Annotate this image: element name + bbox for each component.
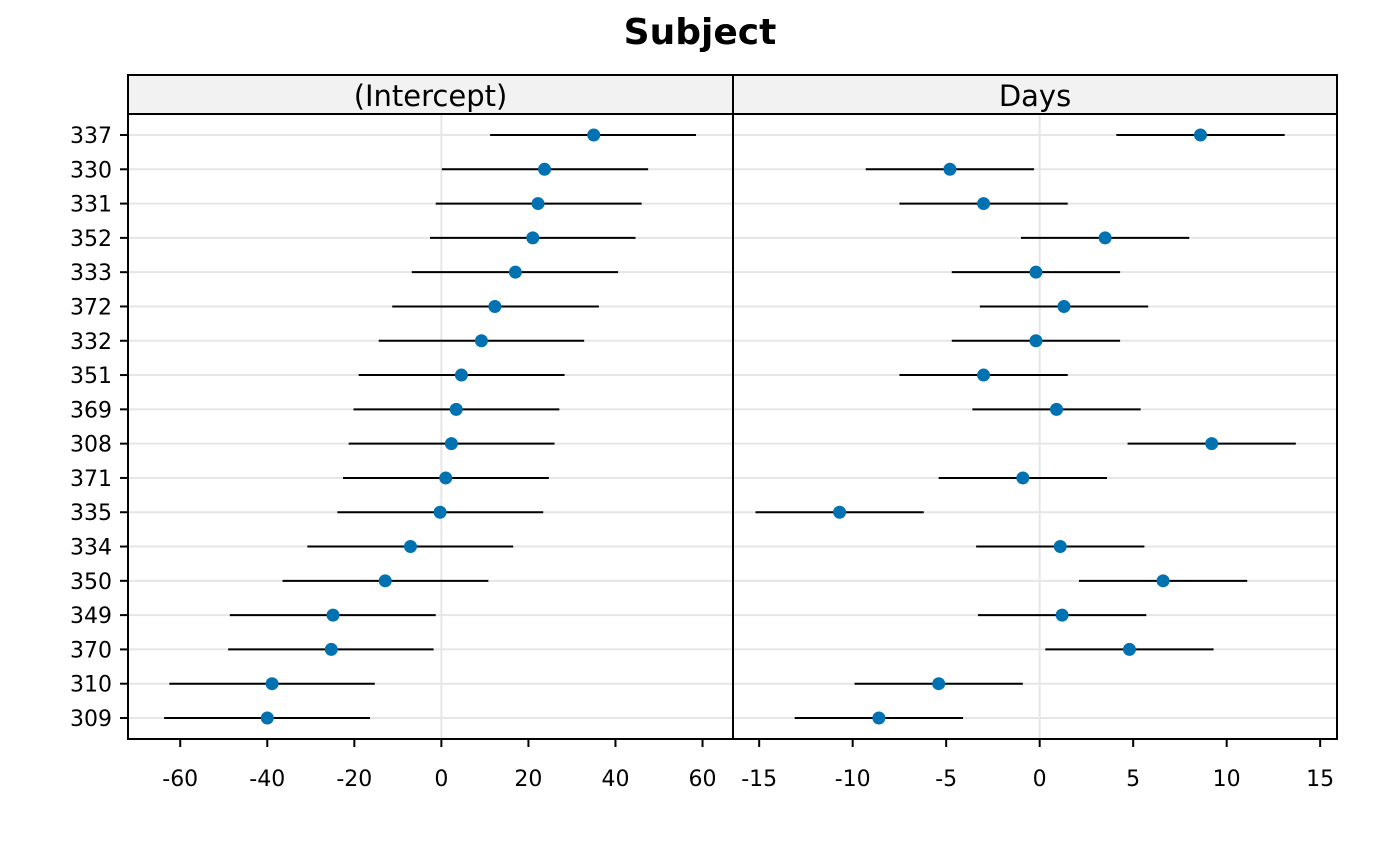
data-point xyxy=(531,197,545,211)
x-tick-label: -10 xyxy=(835,767,871,792)
data-point xyxy=(403,540,417,554)
y-tick-label: 370 xyxy=(70,638,112,663)
data-point xyxy=(1098,231,1112,245)
data-point xyxy=(1193,128,1207,142)
chart-title: Subject xyxy=(624,12,777,53)
data-point xyxy=(260,711,274,725)
data-point xyxy=(449,402,463,416)
data-point xyxy=(474,334,488,348)
x-tick-label: 0 xyxy=(434,767,448,792)
data-point xyxy=(1029,334,1043,348)
x-tick-label: 0 xyxy=(1033,767,1047,792)
y-tick-label: 308 xyxy=(70,433,112,458)
y-tick-label: 371 xyxy=(70,467,112,492)
data-point xyxy=(587,128,601,142)
x-tick-label: 60 xyxy=(689,767,717,792)
panel-border xyxy=(732,74,1338,740)
data-point xyxy=(439,471,453,485)
y-tick-label: 351 xyxy=(70,364,112,389)
panel-0: (Intercept) -60 -40 -20 0 20 40 60 xyxy=(127,74,734,792)
data-point xyxy=(454,368,468,382)
data-point xyxy=(977,368,991,382)
data-point xyxy=(1122,642,1136,656)
y-tick-label: 333 xyxy=(70,261,112,286)
x-tick-label: 40 xyxy=(601,767,629,792)
y-tick-label: 369 xyxy=(70,398,112,423)
y-tick-label: 330 xyxy=(70,158,112,183)
data-point xyxy=(1055,608,1069,622)
y-tick-label: 309 xyxy=(70,707,112,732)
data-point xyxy=(526,231,540,245)
data-point xyxy=(977,197,991,211)
data-point xyxy=(433,505,447,519)
data-point xyxy=(265,677,279,691)
y-tick-label: 332 xyxy=(70,330,112,355)
y-tick-label: 335 xyxy=(70,501,112,526)
data-point xyxy=(538,162,552,176)
data-point xyxy=(444,437,458,451)
x-tick-label: 5 xyxy=(1126,767,1140,792)
data-point xyxy=(326,608,340,622)
panel-1: Days -15 -10 -5 0 5 10 15 xyxy=(732,74,1338,792)
x-tick-label: -5 xyxy=(935,767,957,792)
y-tick-label: 337 xyxy=(70,124,112,149)
y-tick-label: 310 xyxy=(70,673,112,698)
y-tick-label: 372 xyxy=(70,295,112,320)
x-tick-label: 20 xyxy=(514,767,542,792)
data-point xyxy=(833,505,847,519)
panel-border xyxy=(127,74,734,740)
strip-label: Days xyxy=(999,79,1071,113)
x-tick-label: -40 xyxy=(249,767,285,792)
y-tick-label: 352 xyxy=(70,227,112,252)
data-point xyxy=(1156,574,1170,588)
x-tick-label: -20 xyxy=(336,767,372,792)
data-point xyxy=(872,711,886,725)
x-tick-label: 15 xyxy=(1306,767,1334,792)
data-point xyxy=(1029,265,1043,279)
x-tick-label: -15 xyxy=(741,767,777,792)
data-point xyxy=(1205,437,1219,451)
data-point xyxy=(378,574,392,588)
panels: (Intercept) -60 -40 -20 0 20 40 60 Days -15 -10 -5 0… xyxy=(70,74,1338,792)
data-point xyxy=(1016,471,1030,485)
data-point xyxy=(943,162,957,176)
y-tick-label: 350 xyxy=(70,570,112,595)
y-tick-label: 349 xyxy=(70,604,112,629)
strip-label: (Intercept) xyxy=(354,79,508,113)
x-tick-label: -60 xyxy=(162,767,198,792)
y-axis: 337 330 331 352 333 372 332 351 369 308 371 335 334 3… xyxy=(70,124,128,732)
data-point xyxy=(932,677,946,691)
data-point xyxy=(1053,540,1067,554)
x-tick-label: 10 xyxy=(1213,767,1241,792)
y-tick-label: 334 xyxy=(70,536,112,561)
data-point xyxy=(508,265,522,279)
data-point xyxy=(1050,402,1064,416)
data-point xyxy=(488,299,502,313)
data-point xyxy=(324,642,338,656)
data-point xyxy=(1057,299,1071,313)
y-tick-label: 331 xyxy=(70,193,112,218)
